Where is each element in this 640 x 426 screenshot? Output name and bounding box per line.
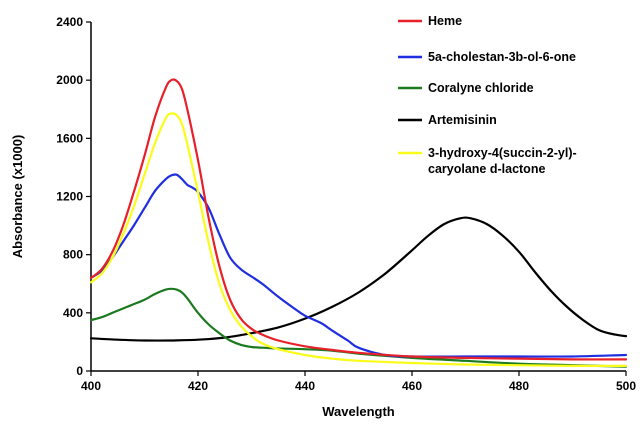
y-tick-label: 800 <box>63 248 83 262</box>
series-group <box>89 78 628 368</box>
y-tick-label: 400 <box>63 306 83 320</box>
series-line-heme <box>89 78 628 361</box>
legend: Heme 5a-cholestan-3b-ol-6-one Coralyne chl… <box>398 14 577 176</box>
x-tick-label: 460 <box>402 379 422 393</box>
y-tick-label: 2400 <box>56 15 83 29</box>
x-tick-label: 500 <box>616 379 636 393</box>
legend-label: Coralyne chloride <box>428 81 534 95</box>
x-tick-label: 400 <box>81 379 101 393</box>
x-axis-title: Wavelength <box>322 404 395 419</box>
y-tick-label: 2000 <box>56 73 83 87</box>
series-line-coralyne-chloride <box>89 287 628 368</box>
y-tick-label: 1600 <box>56 131 83 145</box>
x-tick-label: 420 <box>188 379 208 393</box>
series-line-artemisinin <box>89 216 628 342</box>
y-tick-label: 0 <box>76 364 83 378</box>
legend-label: 3-hydroxy-4(succin-2-yl)-caryolane d-lac… <box>428 146 577 176</box>
y-axis-title: Absorbance (x1000) <box>10 135 25 259</box>
x-tick-label: 440 <box>295 379 315 393</box>
series-line-3-hydroxy-4-succin-2-yl-caryolane-d-lactone <box>89 112 628 368</box>
y-tick-label: 1200 <box>56 190 83 204</box>
x-tick-label: 480 <box>509 379 529 393</box>
series-line-5a-cholestan-3b-ol-6-one <box>89 173 628 358</box>
legend-label: 5a-cholestan-3b-ol-6-one <box>428 50 576 64</box>
legend-label: Heme <box>428 14 462 28</box>
legend-label: Artemisinin <box>428 113 497 127</box>
